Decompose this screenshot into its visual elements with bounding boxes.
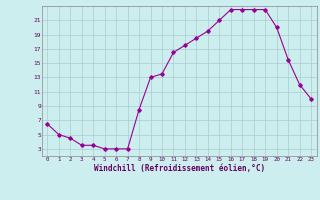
X-axis label: Windchill (Refroidissement éolien,°C): Windchill (Refroidissement éolien,°C) [94,164,265,173]
